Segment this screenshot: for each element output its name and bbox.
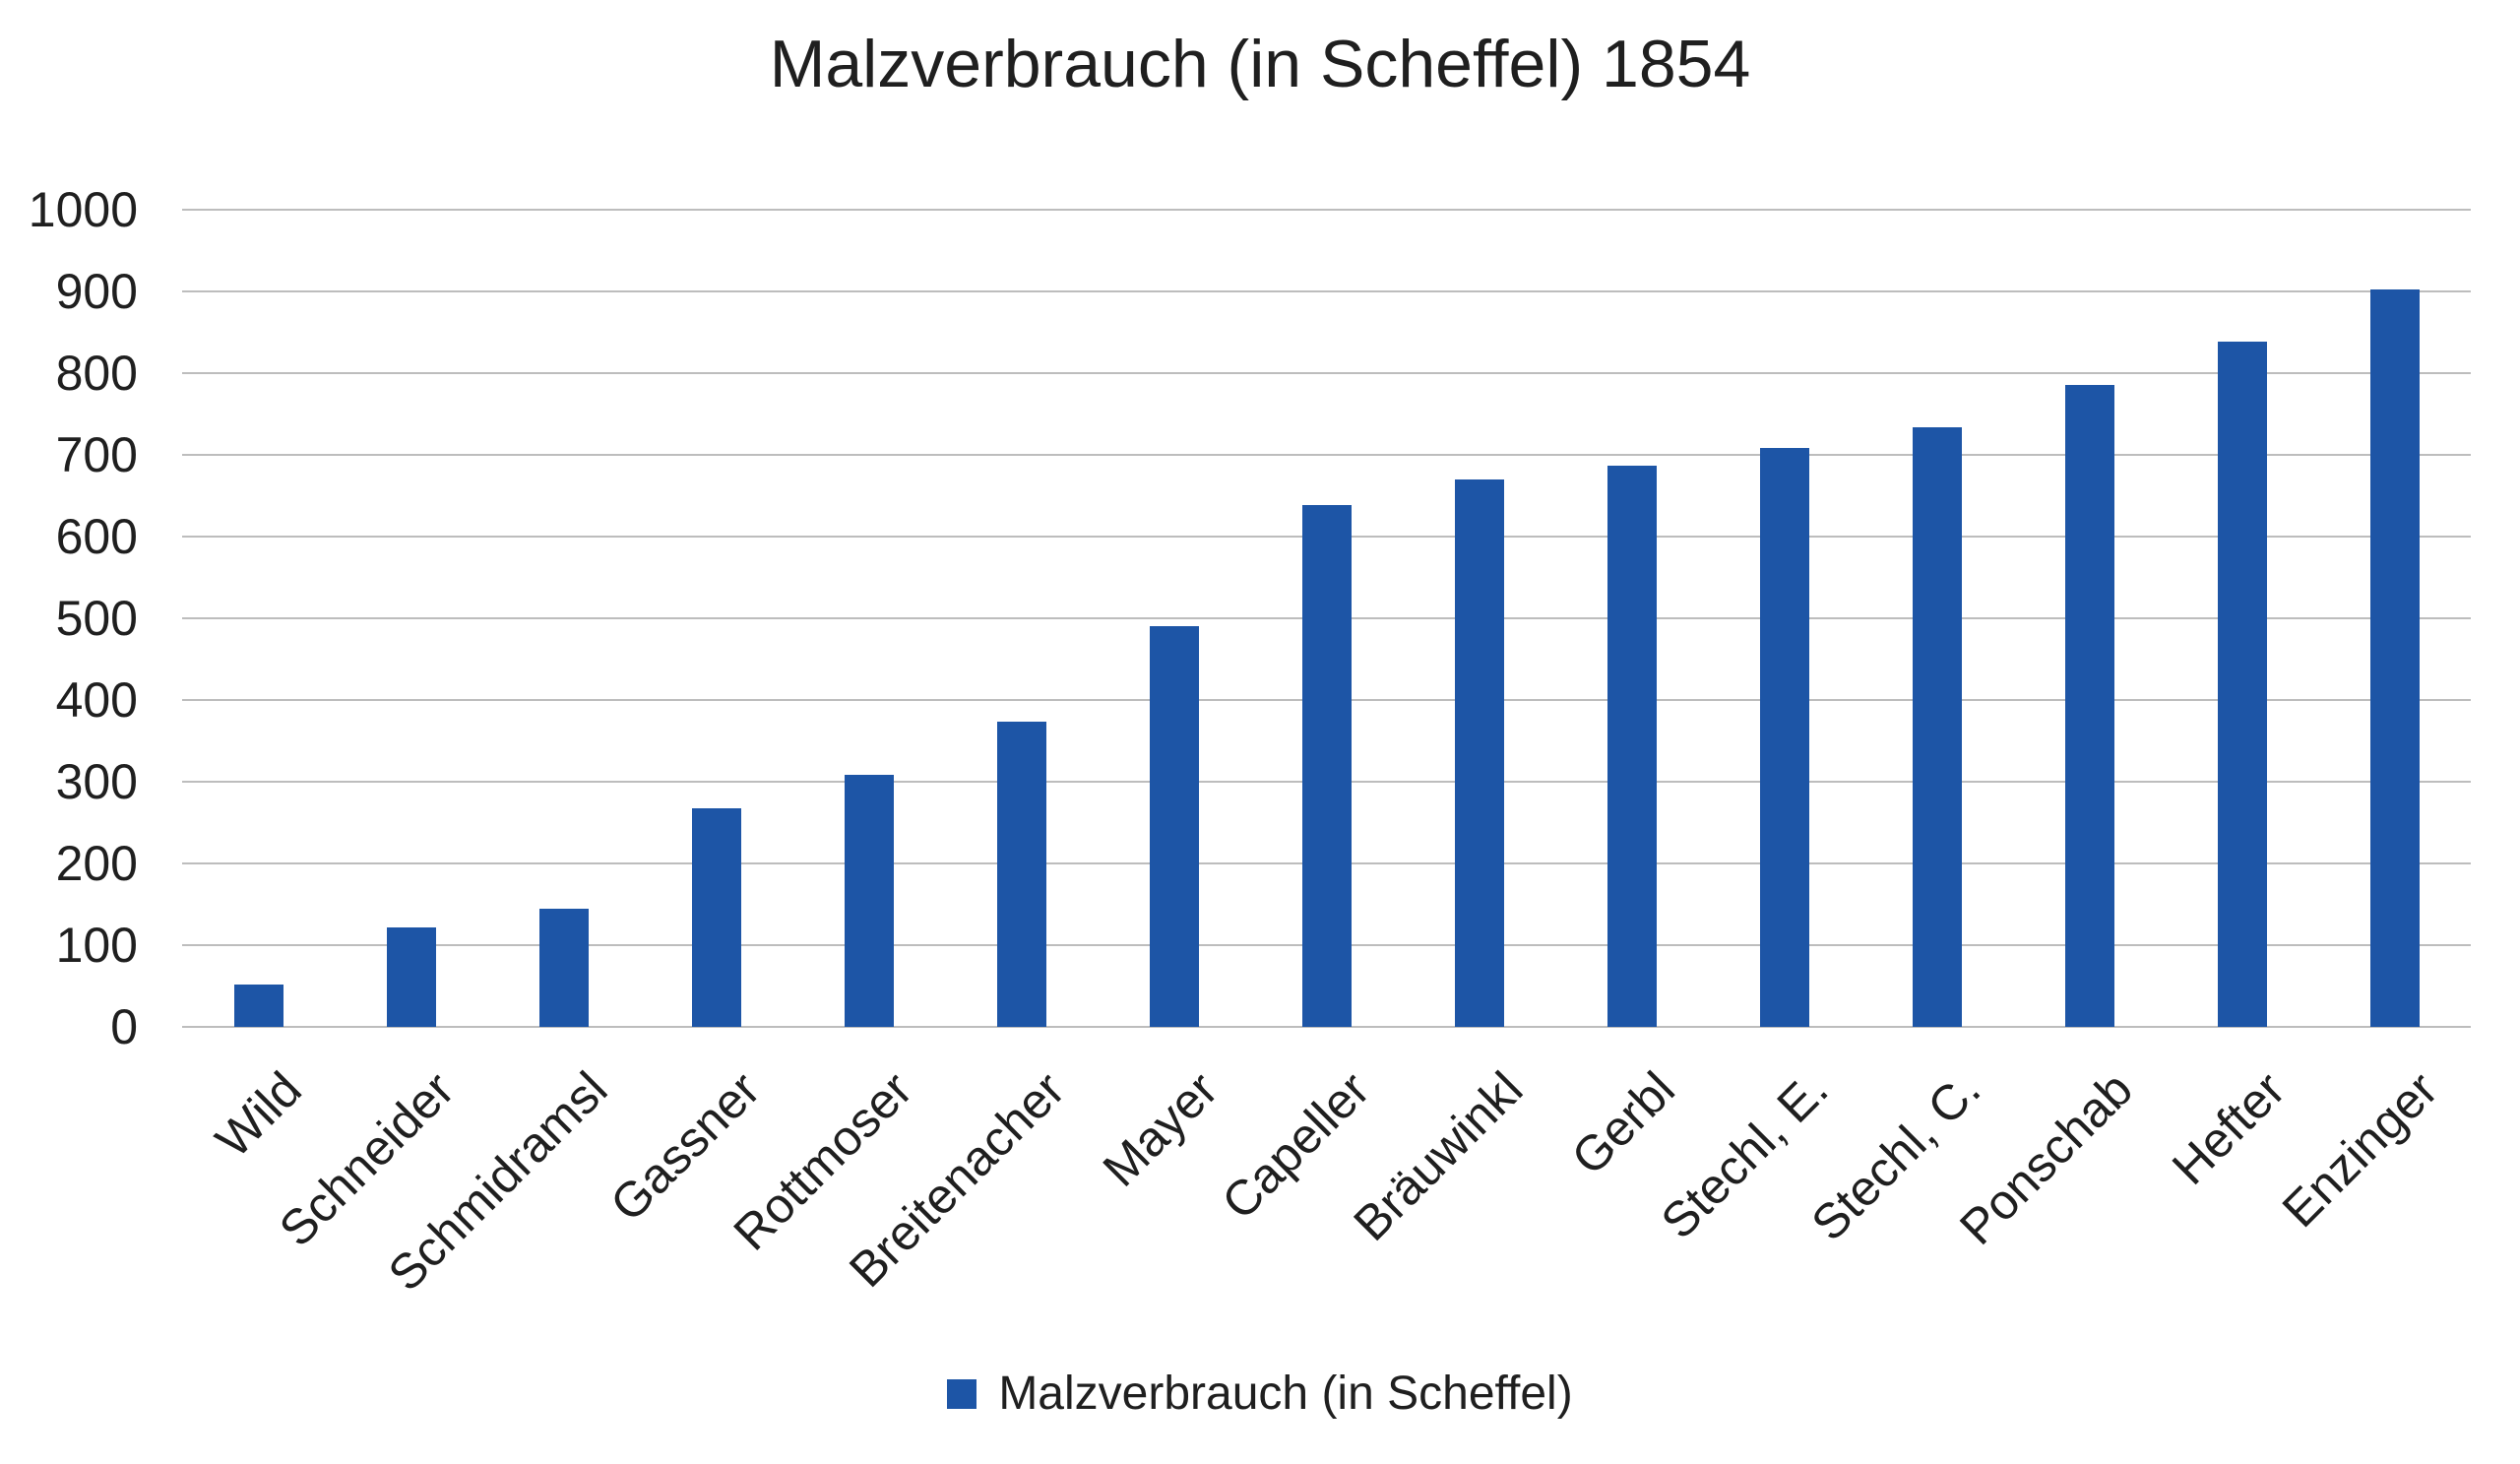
x-axis-category-label: Hefter [2162,1061,2297,1195]
y-axis-tick-label: 800 [55,346,138,401]
bar [538,908,589,1027]
y-axis-tick-label: 0 [110,999,138,1054]
bar [1149,626,1199,1027]
bar [691,807,741,1027]
gridline [182,454,2471,456]
gridline [182,372,2471,374]
y-axis-tick-label: 400 [55,672,138,728]
gridline [182,209,2471,211]
y-axis-tick-label: 100 [55,918,138,973]
bar [386,926,436,1027]
bar [2369,288,2420,1027]
bar [996,722,1046,1027]
legend-swatch [947,1378,977,1409]
bar [1301,505,1352,1027]
legend: Malzverbrauch (in Scheffel) [0,1367,2520,1421]
y-axis-tick-label: 600 [55,509,138,564]
y-axis-tick-label: 500 [55,591,138,646]
x-axis-category-label: Wild [205,1061,313,1169]
gridline [182,290,2471,292]
x-axis-category-label: Enzinger [2271,1061,2449,1239]
y-axis-tick-label: 700 [55,427,138,482]
chart-title: Malzverbrauch (in Scheffel) 1854 [769,27,1751,101]
y-axis-tick-label: 900 [55,264,138,319]
bar [233,984,284,1027]
y-axis-tick-label: 200 [55,836,138,891]
bar [1606,465,1657,1027]
bar [2064,385,2114,1027]
x-axis-category-label: Bräuwinkl [1343,1061,1534,1251]
bar [844,775,894,1027]
gridline [182,1026,2471,1028]
y-axis-tick-label: 300 [55,754,138,809]
legend-label: Malzverbrauch (in Scheffel) [998,1368,1573,1420]
bar [1912,426,1962,1027]
bar [1454,478,1504,1027]
x-axis-category-label: Mayer [1092,1061,1228,1197]
x-axis-category-label: Gerbl [1561,1061,1686,1186]
y-axis-tick-label: 1000 [28,182,138,237]
bar [2217,342,2267,1027]
bar [1759,448,1809,1027]
